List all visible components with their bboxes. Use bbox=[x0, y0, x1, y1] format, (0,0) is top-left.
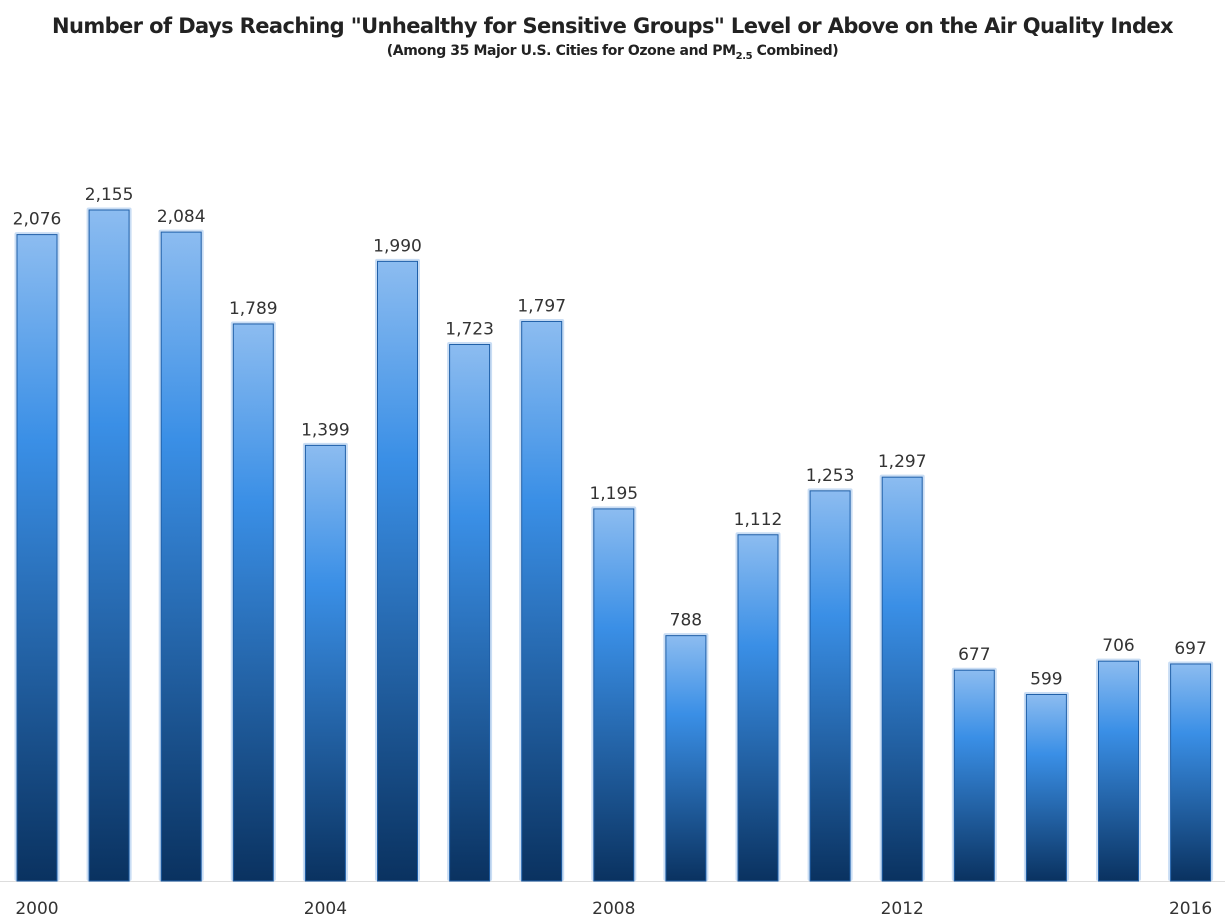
bar-2007 bbox=[521, 320, 563, 882]
data-label-2002: 2,084 bbox=[157, 207, 206, 227]
bar-2006 bbox=[449, 344, 491, 882]
bar-2011 bbox=[809, 490, 851, 882]
data-label-2007: 1,797 bbox=[517, 296, 566, 316]
subtitle-subscript: 2.5 bbox=[735, 50, 753, 62]
x-tick-label-2012: 2012 bbox=[881, 899, 924, 919]
x-tick-label-2008: 2008 bbox=[592, 899, 635, 919]
data-label-2003: 1,789 bbox=[229, 299, 278, 319]
subtitle-prefix: (Among 35 Major U.S. Cities for Ozone an… bbox=[386, 43, 736, 59]
data-label-2014: 599 bbox=[1030, 669, 1062, 689]
data-label-2012: 1,297 bbox=[878, 452, 927, 472]
x-tick-label-2000: 2000 bbox=[15, 899, 58, 919]
bar-2013 bbox=[953, 669, 995, 882]
x-tick-label-2004: 2004 bbox=[304, 899, 347, 919]
bar-2001 bbox=[88, 209, 130, 882]
bar-2015 bbox=[1098, 660, 1139, 882]
bar-2014 bbox=[1025, 693, 1067, 882]
bar-2000 bbox=[16, 234, 58, 882]
bar-2009 bbox=[665, 635, 707, 882]
bar-2008 bbox=[593, 508, 635, 882]
bar-2003 bbox=[232, 323, 274, 882]
chart-title: Number of Days Reaching "Unhealthy for S… bbox=[52, 14, 1174, 38]
data-label-2013: 677 bbox=[958, 645, 990, 665]
data-label-2005: 1,990 bbox=[373, 236, 422, 256]
data-label-2016: 697 bbox=[1174, 639, 1206, 659]
data-label-2001: 2,155 bbox=[85, 185, 134, 205]
bar-2005 bbox=[377, 260, 418, 882]
chart-subtitle: (Among 35 Major U.S. Cities for Ozone an… bbox=[0, 43, 1225, 62]
x-tick-label-2016: 2016 bbox=[1169, 899, 1212, 919]
data-label-2015: 706 bbox=[1102, 636, 1134, 656]
data-label-2008: 1,195 bbox=[589, 484, 638, 504]
data-label-2000: 2,076 bbox=[13, 210, 62, 230]
bar-2012 bbox=[881, 476, 923, 882]
data-label-2004: 1,399 bbox=[301, 420, 350, 440]
data-label-2010: 1,112 bbox=[734, 510, 783, 530]
bar-2002 bbox=[160, 231, 202, 882]
bar-2010 bbox=[737, 534, 779, 882]
data-label-2009: 788 bbox=[670, 611, 702, 631]
data-label-2011: 1,253 bbox=[806, 466, 855, 486]
bar-2016 bbox=[1170, 663, 1212, 882]
subtitle-suffix: Combined) bbox=[752, 43, 839, 59]
bar-2004 bbox=[304, 444, 346, 882]
data-label-2006: 1,723 bbox=[445, 320, 494, 340]
